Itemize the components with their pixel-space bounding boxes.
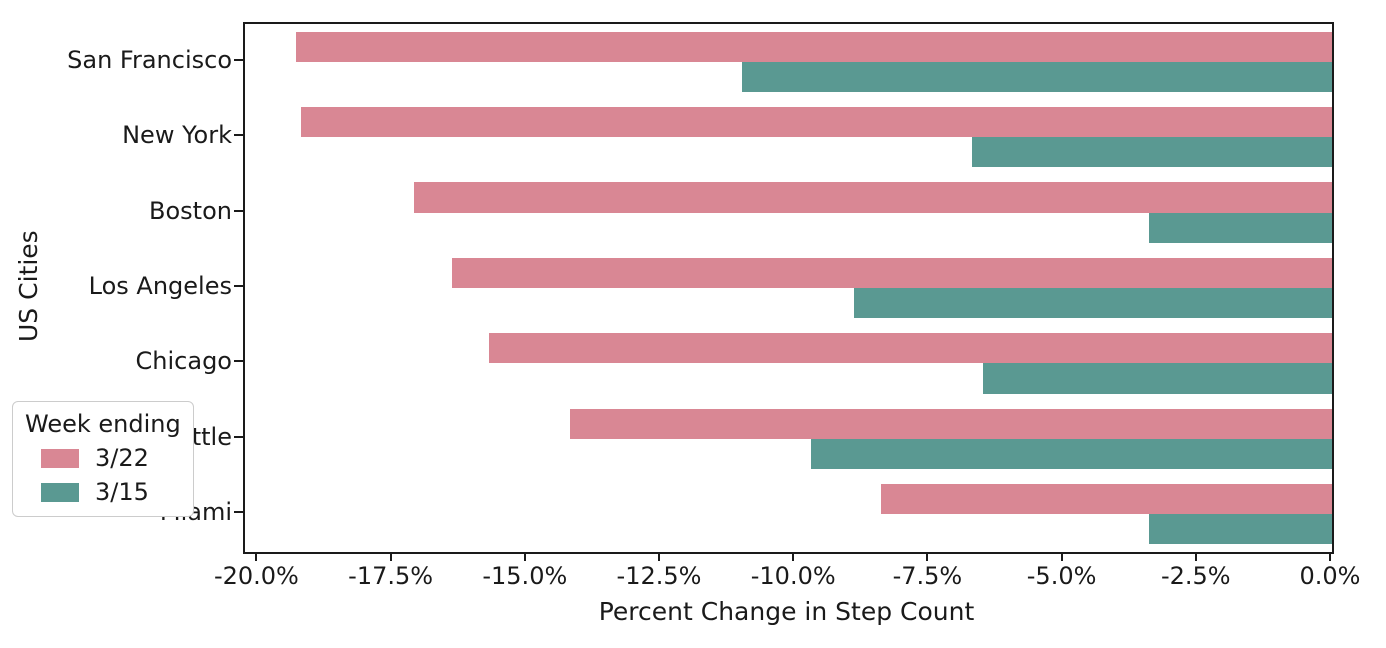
y-tick-label-los-angeles: Los Angeles <box>88 272 232 300</box>
x-tick-label: -5.0% <box>1026 562 1097 590</box>
bar-los-angeles-3-22 <box>451 257 1332 288</box>
legend-item: 3/22 <box>25 444 181 472</box>
x-tick-label: -12.5% <box>616 562 702 590</box>
y-tick-mark <box>234 209 243 212</box>
plot-area <box>243 22 1334 554</box>
x-tick-mark <box>1060 552 1063 561</box>
x-tick-mark <box>1194 552 1197 561</box>
bar-boston-3-15 <box>1149 212 1332 243</box>
x-tick-mark <box>658 552 660 561</box>
bar-seattle-3-22 <box>569 408 1332 439</box>
y-tick-label-san-francisco: San Francisco <box>67 45 232 74</box>
bar-miami-3-22 <box>881 484 1332 515</box>
y-tick-mark <box>234 511 243 514</box>
y-tick-label-chicago: Chicago <box>135 347 232 376</box>
y-tick-label-boston: Boston <box>149 196 232 225</box>
y-tick-mark <box>234 58 243 61</box>
bar-new-york-3-22 <box>301 106 1332 138</box>
y-tick-label-new-york: New York <box>122 121 232 150</box>
x-tick-label: -7.5% <box>892 562 963 590</box>
bar-new-york-3-15 <box>972 137 1332 168</box>
bar-san-francisco-3-22 <box>295 31 1332 62</box>
x-tick-mark <box>792 552 795 561</box>
x-tick-mark <box>523 552 526 561</box>
legend-title: Week ending <box>25 410 181 438</box>
legend-swatch-week-3-22 <box>41 448 79 468</box>
bar-los-angeles-3-15 <box>854 288 1332 319</box>
bar-chicago-3-22 <box>489 333 1332 364</box>
x-tick-mark <box>389 552 392 561</box>
bar-seattle-3-15 <box>811 438 1332 469</box>
x-tick-label: -2.5% <box>1160 562 1231 590</box>
legend-label-week-3-22: 3/22 <box>95 444 149 472</box>
x-tick-mark <box>926 552 929 561</box>
y-tick-mark <box>234 360 243 363</box>
legend-label-week-3-15: 3/15 <box>95 478 149 506</box>
x-tick-label: -15.0% <box>482 562 568 590</box>
y-tick-mark <box>234 435 243 438</box>
legend: Week ending 3/22 3/15 <box>12 401 194 517</box>
y-tick-mark <box>234 134 243 137</box>
bar-chicago-3-15 <box>983 363 1332 394</box>
legend-item: 3/15 <box>25 478 181 506</box>
bar-miami-3-15 <box>1149 514 1332 545</box>
x-tick-label: -10.0% <box>750 562 836 590</box>
x-tick-mark <box>255 552 258 561</box>
legend-swatch-week-3-15 <box>41 482 79 502</box>
y-tick-mark <box>234 285 243 287</box>
bar-san-francisco-3-15 <box>741 61 1332 92</box>
bar-boston-3-22 <box>414 182 1332 213</box>
x-axis-title: Percent Change in Step Count <box>598 597 975 626</box>
x-tick-label: -20.0% <box>213 562 299 590</box>
x-tick-label: -17.5% <box>348 562 434 590</box>
x-tick-mark <box>1329 552 1331 561</box>
x-tick-label: 0.0% <box>1299 562 1361 590</box>
